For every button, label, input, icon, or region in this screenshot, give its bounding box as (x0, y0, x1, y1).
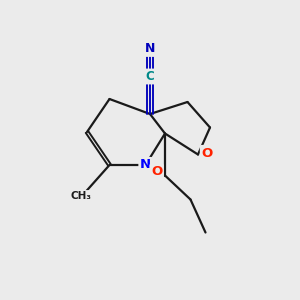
Text: N: N (145, 42, 155, 56)
Text: O: O (201, 146, 213, 160)
Text: O: O (151, 165, 162, 178)
Text: N: N (140, 158, 151, 172)
Text: CH₃: CH₃ (70, 190, 92, 201)
Text: C: C (146, 70, 154, 83)
